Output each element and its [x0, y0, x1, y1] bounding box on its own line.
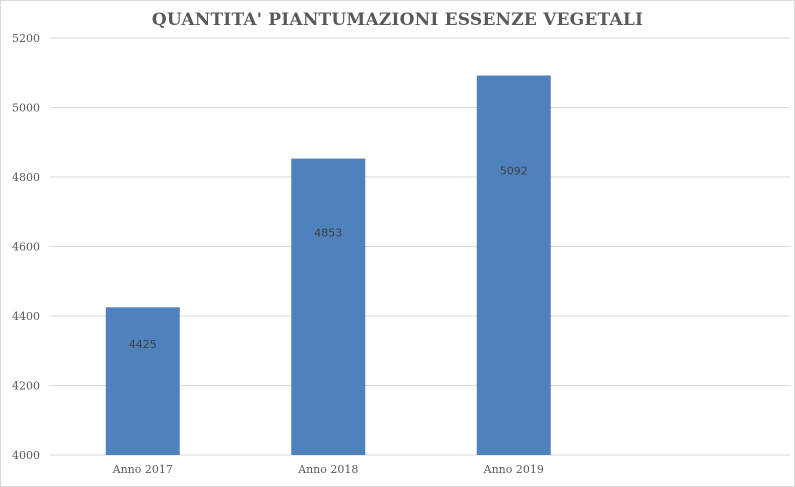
chart-title: QUANTITA' PIANTUMAZIONI ESSENZE VEGETALI — [151, 10, 644, 30]
x-tick-label: Anno 2017 — [112, 463, 173, 476]
y-tick-label: 5200 — [12, 32, 40, 45]
x-tick-label: Anno 2018 — [297, 463, 358, 476]
y-tick-label: 4800 — [12, 171, 40, 184]
data-labels: 4425 4853 5092 — [129, 164, 528, 351]
y-axis: 4000 4200 4400 4600 4800 5000 5200 — [12, 32, 40, 462]
data-label: 5092 — [500, 164, 528, 177]
bars — [105, 75, 551, 455]
y-tick-label: 4400 — [12, 310, 40, 323]
x-axis: Anno 2017 Anno 2018 Anno 2019 — [112, 463, 544, 476]
y-tick-label: 4200 — [12, 380, 40, 393]
y-tick-label: 4600 — [12, 241, 40, 254]
y-tick-label: 5000 — [12, 102, 40, 115]
x-tick-label: Anno 2019 — [483, 463, 544, 476]
data-label: 4425 — [129, 338, 157, 351]
y-tick-label: 4000 — [12, 449, 40, 462]
bar — [291, 158, 366, 455]
data-label: 4853 — [314, 227, 342, 240]
bar — [476, 75, 551, 455]
bar — [105, 307, 180, 455]
